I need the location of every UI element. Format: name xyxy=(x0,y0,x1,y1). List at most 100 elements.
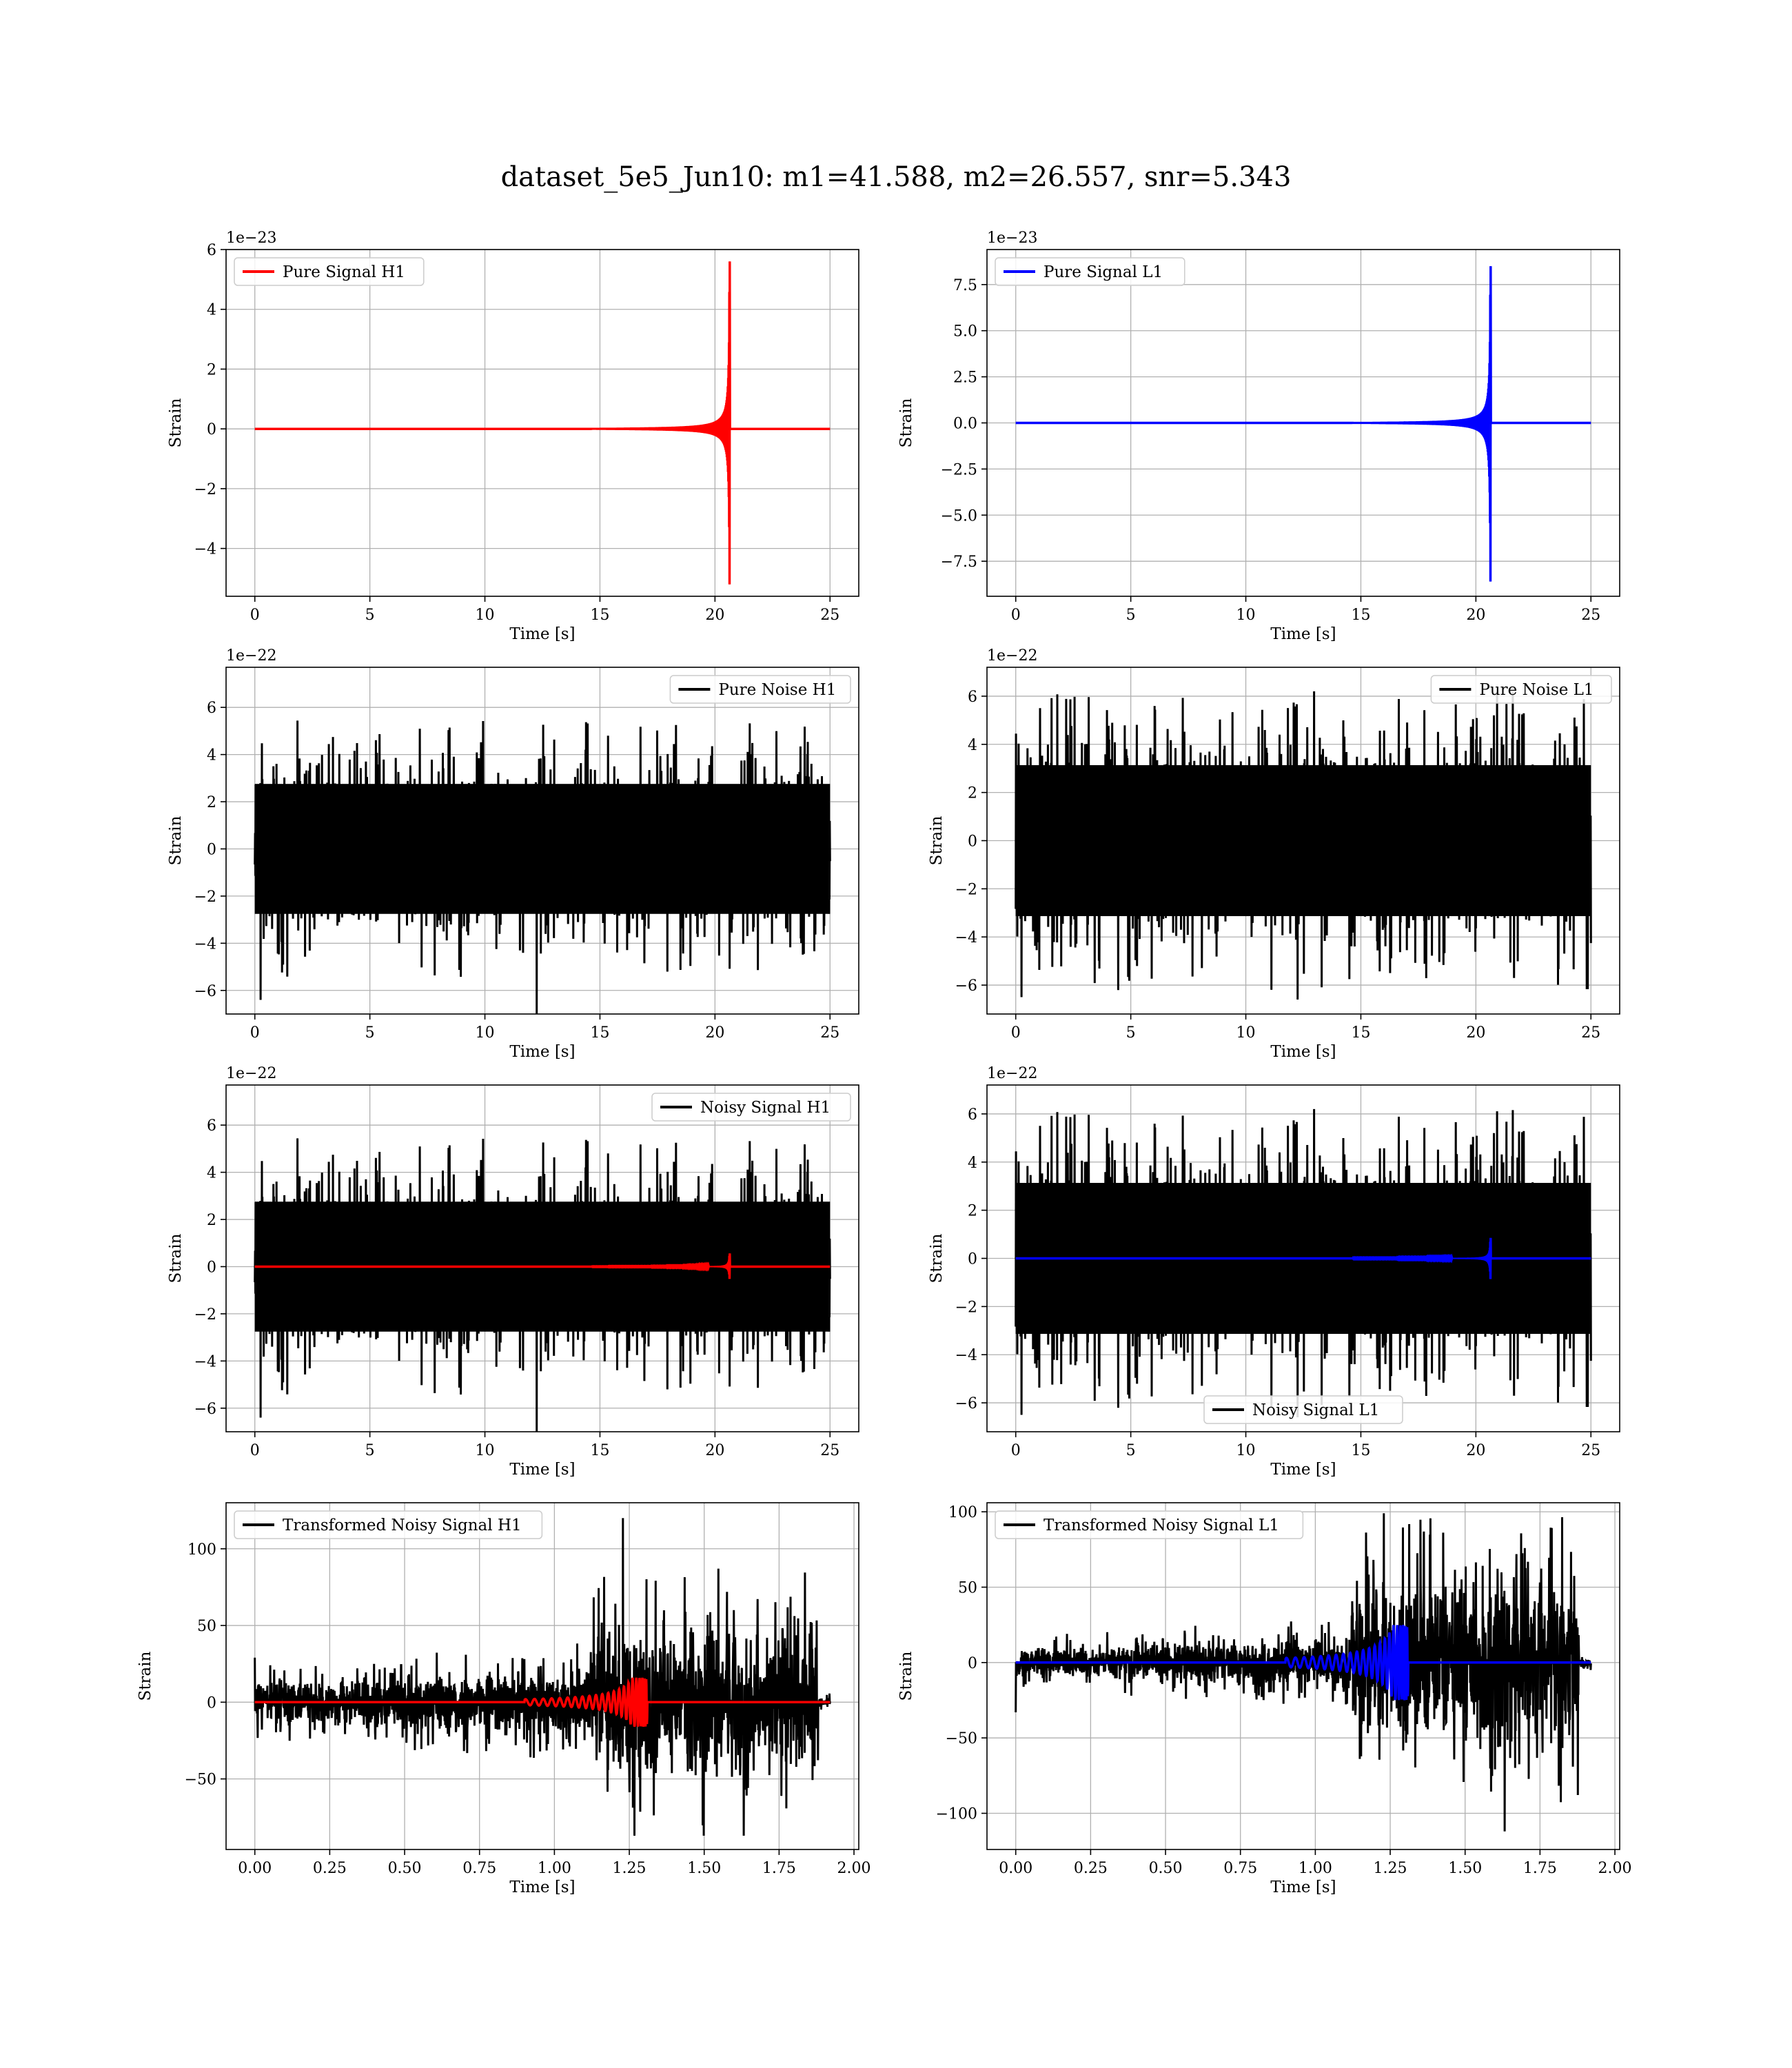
y-tick-label: 50 xyxy=(958,1579,977,1596)
subplot-pure-signal-l1: 0 5 10 15 20 25 −7.5 −5.0 −2.5 0.0 2.5 5.0 7.5 Time [… xyxy=(897,230,1620,643)
legend-label: Transformed Noisy Signal L1 xyxy=(1043,1517,1279,1534)
y-tick-label: 4 xyxy=(207,1165,216,1182)
y-tick-label: 2 xyxy=(968,1203,977,1220)
y-tick-label: 6 xyxy=(207,700,216,717)
x-tick-label: 2.00 xyxy=(1598,1860,1632,1877)
legend-box xyxy=(651,1093,851,1122)
y-tick-label: 0.0 xyxy=(953,416,977,433)
x-tick-label: 0 xyxy=(1011,607,1021,624)
y-axis-label: Strain xyxy=(928,815,946,865)
offset-text: 1e−22 xyxy=(226,1065,276,1082)
axes-frame xyxy=(225,249,859,597)
x-tick-label: 15 xyxy=(1351,1442,1370,1459)
x-tick-label: 15 xyxy=(590,1442,609,1459)
x-axis-label: Time [s] xyxy=(1270,1043,1336,1061)
x-tick-label: 0.25 xyxy=(313,1860,347,1877)
offset-text: 1e−23 xyxy=(987,230,1037,247)
y-tick-label: 0 xyxy=(207,841,216,858)
offset-text: 1e−22 xyxy=(226,647,276,665)
y-tick-label: −4 xyxy=(194,541,216,558)
series-line xyxy=(254,1138,831,1432)
x-tick-label: 0.00 xyxy=(999,1860,1032,1877)
legend-label: Transformed Noisy Signal H1 xyxy=(283,1517,522,1534)
axes-frame xyxy=(225,667,859,1015)
y-tick-label: −6 xyxy=(194,1401,216,1418)
x-tick-label: 0.75 xyxy=(462,1860,496,1877)
legend-label: Pure Noise H1 xyxy=(718,681,836,699)
x-tick-label: 10 xyxy=(1236,607,1256,624)
subplot-pure-noise-h1: 0 5 10 15 20 25 −6 −4 −2 0 2 4 6 Time [s] Strain 1e−22 P… xyxy=(167,647,859,1061)
x-tick-label: 20 xyxy=(705,607,724,624)
legend-label: Noisy Signal H1 xyxy=(700,1099,831,1117)
x-tick-label: 0 xyxy=(250,1024,260,1042)
y-tick-label: 100 xyxy=(187,1541,216,1559)
y-tick-label: 4 xyxy=(968,1155,977,1172)
y-tick-label: −2 xyxy=(194,889,216,906)
series-line xyxy=(1015,1513,1592,1832)
legend-box xyxy=(1430,675,1612,704)
x-tick-label: 5 xyxy=(365,1024,375,1042)
y-tick-label: −50 xyxy=(946,1730,977,1747)
x-tick-label: 0.75 xyxy=(1223,1860,1257,1877)
x-tick-label: 0.25 xyxy=(1074,1860,1108,1877)
y-tick-label: 0 xyxy=(968,833,977,851)
x-tick-label: 1.25 xyxy=(613,1860,646,1877)
y-tick-label: −4 xyxy=(194,1353,216,1370)
offset-text: 1e−22 xyxy=(987,1065,1037,1082)
y-tick-label: 2 xyxy=(968,785,977,802)
y-tick-label: −2 xyxy=(194,481,216,498)
y-tick-label: −50 xyxy=(185,1772,216,1789)
legend: Transformed Noisy Signal H1 xyxy=(234,1510,543,1539)
y-tick-label: 5.0 xyxy=(953,323,977,341)
y-tick-label: −6 xyxy=(194,983,216,1000)
x-tick-label: 15 xyxy=(1351,1024,1370,1042)
y-tick-label: 0 xyxy=(968,1251,977,1268)
y-tick-label: −6 xyxy=(955,1395,977,1412)
subplot-transformed-noisy-signal-h1: 0.00 0.25 0.50 0.75 1.00 1.25 1.50 1.75 2.00 −50 0… xyxy=(136,1502,871,1896)
legend-box xyxy=(234,1510,543,1539)
plot-area xyxy=(254,1138,831,1432)
legend: Pure Signal L1 xyxy=(995,257,1185,286)
legend-label: Pure Noise L1 xyxy=(1479,681,1594,699)
legend: Pure Noise H1 xyxy=(669,675,851,704)
x-tick-label: 0 xyxy=(1011,1442,1021,1459)
x-tick-label: 1.00 xyxy=(1299,1860,1332,1877)
legend-label: Noisy Signal L1 xyxy=(1252,1401,1379,1419)
y-tick-label: −4 xyxy=(955,1347,977,1364)
y-tick-label: 0 xyxy=(207,1259,216,1276)
plot-area xyxy=(1015,1108,1592,1418)
y-axis-label: Strain xyxy=(928,1233,946,1283)
x-tick-label: 0.50 xyxy=(1149,1860,1183,1877)
y-tick-label: −2 xyxy=(955,881,977,898)
y-tick-label: 0 xyxy=(207,421,216,438)
x-tick-label: 20 xyxy=(705,1442,724,1459)
x-tick-label: 25 xyxy=(1581,607,1600,624)
y-axis-label: Strain xyxy=(897,1651,915,1701)
x-axis-label: Time [s] xyxy=(509,625,575,643)
offset-text: 1e−23 xyxy=(226,230,276,247)
axes-frame xyxy=(986,1502,1620,1850)
y-tick-label: −2 xyxy=(955,1299,977,1316)
legend-box xyxy=(995,1510,1304,1539)
axes-frame xyxy=(225,1502,859,1850)
y-tick-label: 6 xyxy=(207,242,216,259)
x-tick-label: 10 xyxy=(476,607,495,624)
legend-box xyxy=(1203,1395,1403,1424)
x-tick-label: 10 xyxy=(1236,1442,1256,1459)
series-line xyxy=(1015,1108,1592,1418)
x-axis-label: Time [s] xyxy=(1270,1878,1336,1896)
plot-area xyxy=(1015,1513,1592,1832)
offset-text: 1e−22 xyxy=(987,647,1037,665)
y-tick-label: 6 xyxy=(968,1106,977,1124)
y-axis-label: Strain xyxy=(167,815,185,865)
legend: Pure Noise L1 xyxy=(1430,675,1612,704)
x-tick-label: 1.75 xyxy=(1523,1860,1557,1877)
y-tick-label: −4 xyxy=(194,935,216,953)
legend-box xyxy=(995,257,1185,286)
legend-box xyxy=(669,675,851,704)
y-tick-label: −2 xyxy=(194,1306,216,1324)
plot-area xyxy=(254,720,831,1014)
legend: Noisy Signal H1 xyxy=(651,1093,851,1122)
y-tick-label: 2 xyxy=(207,1212,216,1229)
